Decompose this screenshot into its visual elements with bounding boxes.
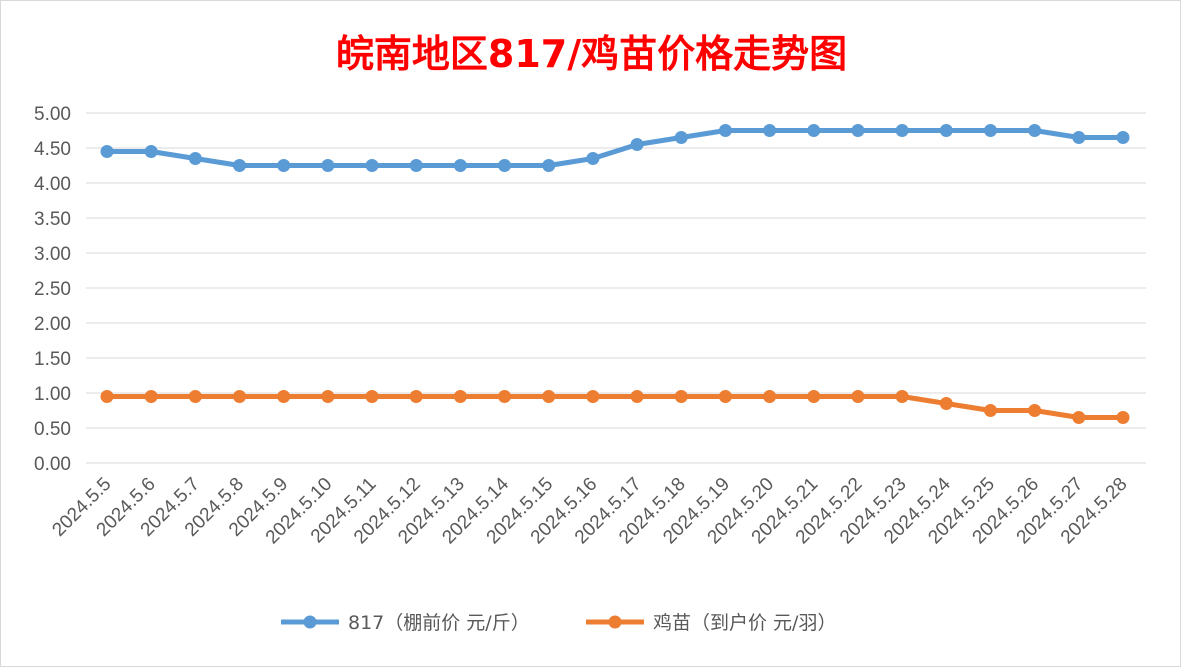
legend-marker-1: [303, 615, 317, 629]
series-2-point: [983, 404, 997, 417]
series-1-point: [895, 124, 909, 137]
y-tick-label: 1.50: [34, 349, 71, 370]
series-1-point: [498, 159, 512, 172]
series-2-point: [100, 390, 114, 403]
series-1-point: [807, 124, 821, 137]
series-1-point: [409, 159, 423, 172]
series-2-point: [277, 390, 291, 403]
series-1-point: [453, 159, 467, 172]
series-1-point: [939, 124, 953, 137]
series-2-point: [895, 390, 909, 403]
legend-marker-2: [608, 615, 622, 629]
series-2-point: [586, 390, 600, 403]
series-2-point: [851, 390, 865, 403]
series-1-point: [365, 159, 379, 172]
series-1-point: [851, 124, 865, 137]
series-1-point: [1028, 124, 1042, 137]
series-1-point: [674, 131, 688, 144]
y-tick-label: 0.50: [34, 419, 71, 440]
series-2-point: [674, 390, 688, 403]
chart-title: 皖南地区817/鸡苗价格走势图: [335, 32, 848, 76]
series-2-point: [409, 390, 423, 403]
series-2-point: [807, 390, 821, 403]
series-2-point: [1116, 411, 1130, 424]
series-1-point: [188, 152, 202, 165]
series-1-point: [542, 159, 556, 172]
series-2-point: [365, 390, 379, 403]
series-2-point: [453, 390, 467, 403]
y-axis-ticks: 0.00 0.50 1.00 1.50 2.00 2.50 3.00 3.50 4.00 4.50…: [34, 104, 71, 475]
y-tick-label: 5.00: [34, 104, 71, 125]
series-1-point: [144, 145, 158, 158]
series-2-point: [718, 390, 732, 403]
series-2-point: [233, 390, 247, 403]
series-1-point: [983, 124, 997, 137]
legend-label-2: 鸡苗（到户价 元/羽）: [653, 612, 836, 634]
y-tick-label: 4.00: [34, 174, 71, 195]
series-1-point: [586, 152, 600, 165]
series-1-point: [321, 159, 335, 172]
y-tick-label: 0.00: [34, 454, 71, 475]
y-tick-label: 3.00: [34, 244, 71, 265]
series-1-point: [630, 138, 644, 151]
series-2-point: [630, 390, 644, 403]
series-2-point: [1028, 404, 1042, 417]
series-1-point: [718, 124, 732, 137]
series-2-point: [498, 390, 512, 403]
series-1-point: [763, 124, 777, 137]
y-tick-label: 2.00: [34, 314, 71, 335]
series-2-point: [144, 390, 158, 403]
series-2-point: [939, 397, 953, 410]
series-2-point: [188, 390, 202, 403]
series-line-2: [104, 394, 1126, 420]
series-1-point: [100, 145, 114, 158]
gridlines: [86, 112, 1146, 464]
y-tick-label: 1.00: [34, 384, 71, 405]
series-2-point: [1072, 411, 1086, 424]
x-axis-ticks: 2024.5.52024.5.62024.5.72024.5.82024.5.9…: [48, 473, 1131, 548]
series-layer: [100, 124, 1130, 424]
y-tick-label: 4.50: [34, 139, 71, 160]
series-2-point: [542, 390, 556, 403]
series-1-point: [1116, 131, 1130, 144]
series-1-point: [1072, 131, 1086, 144]
y-tick-label: 3.50: [34, 209, 71, 230]
series-2-point: [321, 390, 335, 403]
series-line-1: [104, 128, 1126, 168]
y-tick-label: 2.50: [34, 279, 71, 300]
legend: 817（棚前价 元/斤） 鸡苗（到户价 元/羽）: [281, 612, 836, 634]
series-2-point: [763, 390, 777, 403]
series-1-point: [233, 159, 247, 172]
series-1-point: [277, 159, 291, 172]
legend-label-1: 817（棚前价 元/斤）: [348, 612, 530, 634]
